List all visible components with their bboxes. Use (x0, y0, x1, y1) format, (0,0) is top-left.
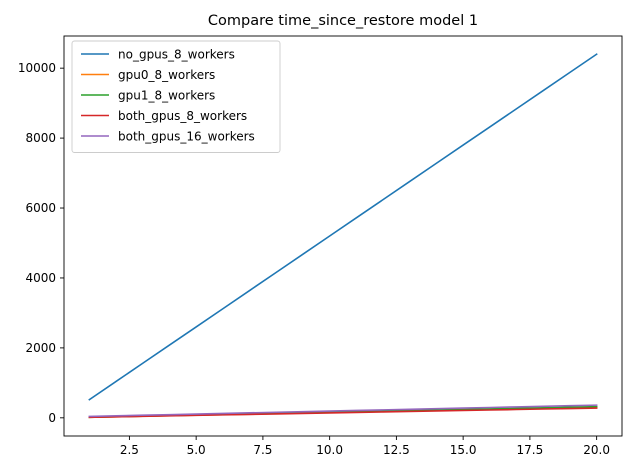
axes-frame (63, 35, 623, 437)
y-tick-label: 10000 (18, 61, 56, 75)
series-layer (88, 53, 598, 419)
legend-box (71, 40, 281, 153)
chart-title: Compare time_since_restore model 1 (208, 13, 478, 29)
legend-label-gpu0-8-workers: gpu0_8_workers (118, 68, 215, 82)
legend-label-gpu1-8-workers: gpu1_8_workers (118, 89, 215, 103)
series-line-no-gpus-8-workers (88, 53, 598, 401)
legend-label-both-gpus-8-workers: both_gpus_8_workers (118, 109, 247, 123)
y-tick-label: 8000 (25, 131, 56, 145)
series-line-both-gpus-16-workers (88, 404, 598, 418)
x-tick-label: 2.5 (120, 443, 139, 457)
x-tick-label: 20.0 (583, 443, 610, 457)
x-tick-label: 5.0 (187, 443, 206, 457)
y-tick-label: 4000 (25, 271, 56, 285)
series-line-both-gpus-8-workers (88, 407, 598, 419)
y-tick-label: 0 (48, 411, 56, 425)
x-tick-label: 17.5 (517, 443, 544, 457)
x-tick-label: 7.5 (253, 443, 272, 457)
y-tick-label: 2000 (25, 341, 56, 355)
legend: no_gpus_8_workers gpu0_8_workers gpu1_8_wo… (71, 40, 281, 153)
legend-label-both-gpus-16-workers: both_gpus_16_workers (118, 130, 255, 144)
y-tick-label: 6000 (25, 201, 56, 215)
axes-layer: 2.5 5.0 7.5 10.0 12.5 15.0 17.5 20.0 0 2000 4000 60… (18, 35, 623, 457)
x-tick-label: 10.0 (316, 443, 343, 457)
x-tick-label: 12.5 (383, 443, 410, 457)
legend-label-no-gpus-8-workers: no_gpus_8_workers (118, 48, 235, 62)
x-tick-label: 15.0 (450, 443, 477, 457)
